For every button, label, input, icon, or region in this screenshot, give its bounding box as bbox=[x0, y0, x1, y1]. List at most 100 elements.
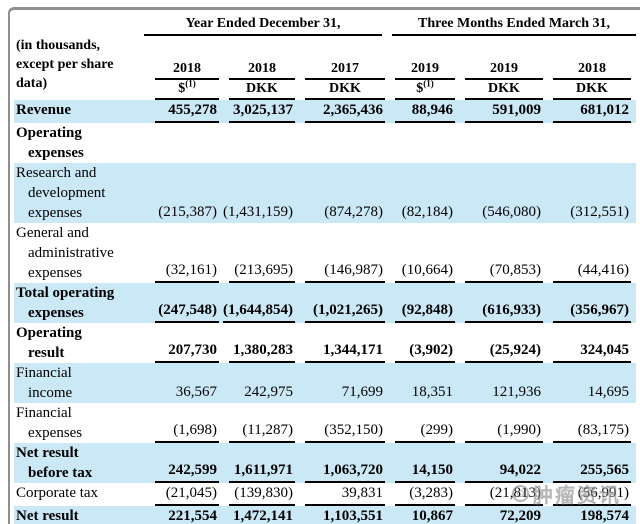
row-label-line: expenses bbox=[28, 305, 84, 321]
column-year-header: 2019 bbox=[395, 61, 455, 80]
column-year-header: 2018 bbox=[229, 61, 295, 80]
value-cell: (11,287) bbox=[224, 403, 300, 443]
row-label: Financial income bbox=[14, 363, 150, 403]
cell-value: 1,103,551 bbox=[305, 506, 385, 524]
value-cell: (874,278) bbox=[300, 163, 390, 223]
cell-value: 36,567 bbox=[175, 384, 217, 400]
row-label-line: development bbox=[28, 185, 106, 201]
column-unit-header: $(1) bbox=[155, 79, 219, 100]
value-cell: 14,150 bbox=[390, 443, 460, 483]
row-label: Net result bbox=[14, 506, 150, 524]
column-unit-header: DKK bbox=[553, 81, 631, 100]
value-cell: (146,987) bbox=[300, 223, 390, 283]
cell-value: 14,695 bbox=[587, 384, 629, 400]
cell-value: 10,867 bbox=[395, 506, 455, 524]
cell-value: 255,565 bbox=[553, 460, 631, 483]
cell-value: (70,853) bbox=[465, 260, 543, 283]
cell-value: 1,472,141 bbox=[229, 506, 295, 524]
corner-note-line: data) bbox=[16, 76, 48, 91]
column-year-header: 2019 bbox=[465, 61, 543, 80]
value-cell: (70,853) bbox=[460, 223, 548, 283]
row-label-line: Financial bbox=[16, 405, 72, 421]
cell-value: (146,987) bbox=[305, 260, 385, 283]
cell-value: (215,387) bbox=[158, 204, 217, 220]
row-label-line: Net result bbox=[16, 445, 79, 461]
cell-value: (82,184) bbox=[401, 204, 453, 220]
value-cell: 2,365,436 bbox=[300, 100, 390, 123]
row-label-line: General and bbox=[16, 225, 89, 241]
value-cell: 1,611,971 bbox=[224, 443, 300, 483]
value-cell: 39,831 bbox=[300, 483, 390, 506]
value-cell: 71,699 bbox=[300, 363, 390, 403]
value-cell: 36,567 bbox=[150, 363, 224, 403]
value-cell: 455,278 bbox=[150, 100, 224, 123]
row-label: Net result before tax bbox=[14, 443, 150, 483]
table-row: Corporate tax (21,045) (139,830) 39,831 (3,2… bbox=[14, 483, 636, 506]
cell-value: (1,644,854) bbox=[223, 300, 295, 323]
value-cell: 1,103,551 bbox=[300, 506, 390, 524]
value-cell: 207,730 bbox=[150, 323, 224, 363]
cell-value: 242,975 bbox=[244, 384, 293, 400]
cell-value: (356,967) bbox=[553, 300, 631, 323]
value-cell bbox=[460, 123, 548, 163]
value-cell: (25,924) bbox=[460, 323, 548, 363]
value-cell: (21,813) bbox=[460, 483, 548, 506]
row-label-line: Research and bbox=[16, 165, 97, 181]
cell-value: (56,991) bbox=[553, 483, 631, 506]
table-row: Operating result 207,730 1,380,283 1,344,171… bbox=[14, 323, 636, 363]
value-cell bbox=[150, 123, 224, 163]
value-cell: 121,936 bbox=[460, 363, 548, 403]
cell-value: (3,902) bbox=[395, 340, 455, 363]
cell-value: 18,351 bbox=[411, 384, 453, 400]
table-row: Research and development expenses (215,387)… bbox=[14, 163, 636, 223]
value-cell: (352,150) bbox=[300, 403, 390, 443]
value-cell: (1,431,159) bbox=[223, 163, 300, 223]
column-unit-header: DKK bbox=[465, 81, 543, 100]
column-year-header: 2018 bbox=[155, 61, 219, 80]
value-cell: 1,380,283 bbox=[224, 323, 300, 363]
value-cell: (21,045) bbox=[150, 483, 224, 506]
column-unit-header: DKK bbox=[305, 81, 385, 100]
table-row: Total operating expenses (247,548) (1,644,8… bbox=[14, 283, 636, 323]
value-cell: 88,946 bbox=[390, 100, 460, 123]
value-cell bbox=[390, 123, 460, 163]
cell-value: 221,554 bbox=[155, 506, 219, 524]
value-cell: (1,021,265) bbox=[300, 283, 390, 323]
cell-value: (32,161) bbox=[155, 260, 219, 283]
value-cell: (32,161) bbox=[150, 223, 224, 283]
cell-value: 14,150 bbox=[395, 460, 455, 483]
colgroup-label: Three Months Ended March 31, bbox=[418, 16, 610, 31]
cell-value: (1,698) bbox=[155, 420, 219, 443]
income-statement-table: (in thousands, except per share data) Ye… bbox=[14, 12, 636, 524]
value-cell: (299) bbox=[390, 403, 460, 443]
value-cell: 681,012 bbox=[548, 100, 636, 123]
cell-value: (312,551) bbox=[570, 204, 629, 220]
cell-value: 681,012 bbox=[553, 100, 631, 123]
value-cell: 72,209 bbox=[460, 506, 548, 524]
row-label-line: Total operating bbox=[16, 285, 115, 301]
value-cell: 198,574 bbox=[548, 506, 636, 524]
row-label-line: expenses bbox=[28, 425, 83, 441]
table-body: Revenue 455,278 3,025,137 2,365,436 88,946 59… bbox=[14, 100, 636, 524]
cell-value: (247,548) bbox=[155, 300, 219, 323]
row-label-line: Net result bbox=[16, 508, 79, 524]
row-label-line: expenses bbox=[28, 265, 83, 281]
row-label-line: income bbox=[28, 385, 73, 401]
value-cell: 1,063,720 bbox=[300, 443, 390, 483]
value-cell: (616,933) bbox=[460, 283, 548, 323]
value-cell: (10,664) bbox=[390, 223, 460, 283]
value-cell: 3,025,137 bbox=[224, 100, 300, 123]
cell-value: 324,045 bbox=[553, 340, 631, 363]
cell-value: (874,278) bbox=[324, 204, 383, 220]
cell-value: (213,695) bbox=[229, 260, 295, 283]
table-header: (in thousands, except per share data) Ye… bbox=[14, 12, 636, 100]
value-cell: (82,184) bbox=[390, 163, 460, 223]
cell-value: (352,150) bbox=[305, 420, 385, 443]
cell-value: 72,209 bbox=[465, 506, 543, 524]
cell-value: (1,021,265) bbox=[305, 300, 385, 323]
cell-value: 198,574 bbox=[553, 506, 631, 524]
cell-value: 455,278 bbox=[155, 100, 219, 123]
cell-value: 121,936 bbox=[492, 384, 541, 400]
value-cell: (213,695) bbox=[224, 223, 300, 283]
value-cell: (83,175) bbox=[548, 403, 636, 443]
